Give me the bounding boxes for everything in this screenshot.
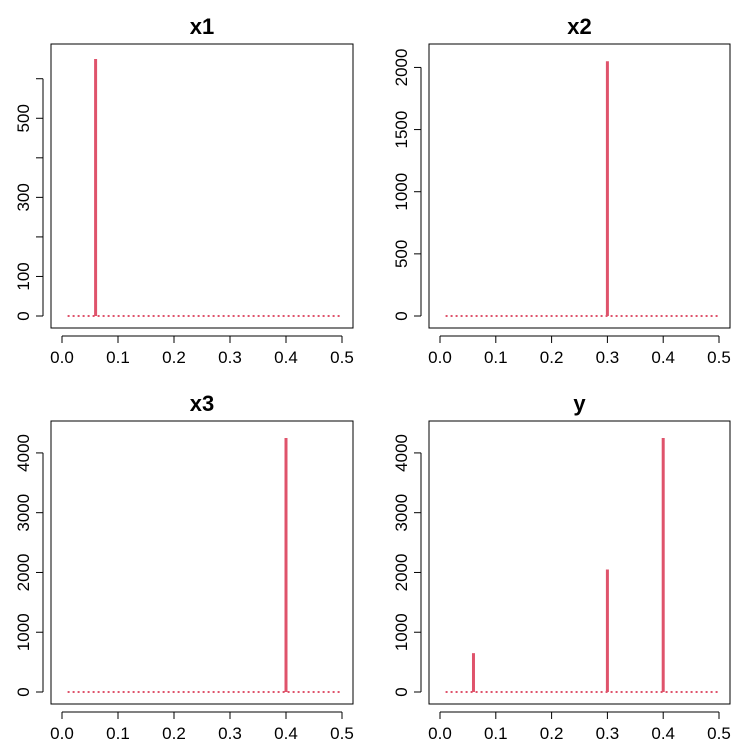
plot-frame xyxy=(50,420,354,705)
x-tick-label: 0.4 xyxy=(651,348,675,367)
y-tick-label: 1500 xyxy=(392,111,411,149)
y-tick-label: 1000 xyxy=(392,173,411,211)
chart-panel-x2: x2 0.0 0.1 0.2 0.3 0.4 0.5 0 500 1000 1500 2000 xyxy=(392,14,731,367)
plot-frame xyxy=(50,43,354,329)
x-tick-label: 0.2 xyxy=(540,724,564,743)
y-tick-label: 100 xyxy=(14,262,33,290)
y-tick-label: 2000 xyxy=(14,554,33,592)
y-tick-label: 3000 xyxy=(392,494,411,532)
x-tick-label: 0.3 xyxy=(218,348,242,367)
chart-panel-x3: x3 0.0 0.1 0.2 0.3 0.4 0.5 0 1000 2000 3000 4000 xyxy=(14,391,354,743)
x-tick-label: 0.4 xyxy=(274,348,298,367)
y-tick-label: 2000 xyxy=(392,49,411,87)
x-tick-label: 0.2 xyxy=(162,348,186,367)
y-tick-label: 2000 xyxy=(392,554,411,592)
chart-title: x1 xyxy=(190,14,214,39)
x-tick-label: 0.1 xyxy=(106,348,130,367)
y-tick-label: 1000 xyxy=(14,613,33,651)
y-tick-label: 500 xyxy=(14,104,33,132)
y-tick-label: 0 xyxy=(392,311,411,320)
x-tick-label: 0.2 xyxy=(162,724,186,743)
chart-title: y xyxy=(573,391,586,416)
plot-frame xyxy=(428,420,731,705)
x-tick-label: 0.2 xyxy=(540,348,564,367)
y-tick-label: 4000 xyxy=(14,434,33,472)
x-tick-label: 0.5 xyxy=(330,348,354,367)
chart-panel-x1: x1 0.0 0.1 0.2 0.3 0.4 0.5 0 100 300 500 xyxy=(14,14,354,367)
y-tick-label: 0 xyxy=(14,687,33,696)
y-tick-label: 0 xyxy=(14,311,33,320)
x-tick-label: 0.1 xyxy=(484,724,508,743)
y-tick-label: 1000 xyxy=(392,613,411,651)
x-tick-label: 0.0 xyxy=(50,724,74,743)
y-tick-label: 3000 xyxy=(14,494,33,532)
x-tick-label: 0.3 xyxy=(218,724,242,743)
x-tick-label: 0.0 xyxy=(50,348,74,367)
chart-panel-y: y 0.0 0.1 0.2 0.3 0.4 0.5 0 1000 2000 3000 4000 xyxy=(392,391,731,743)
x-tick-label: 0.1 xyxy=(484,348,508,367)
plot-frame xyxy=(428,43,731,329)
x-tick-label: 0.0 xyxy=(428,724,452,743)
y-tick-label: 300 xyxy=(14,183,33,211)
chart-title: x3 xyxy=(190,391,214,416)
x-tick-label: 0.5 xyxy=(707,348,731,367)
x-tick-label: 0.1 xyxy=(106,724,130,743)
x-tick-label: 0.0 xyxy=(428,348,452,367)
chart-title: x2 xyxy=(567,14,591,39)
x-tick-label: 0.5 xyxy=(330,724,354,743)
x-tick-label: 0.3 xyxy=(596,724,620,743)
x-tick-label: 0.4 xyxy=(274,724,298,743)
x-tick-label: 0.4 xyxy=(651,724,675,743)
y-tick-label: 0 xyxy=(392,687,411,696)
x-tick-label: 0.3 xyxy=(596,348,620,367)
y-tick-label: 4000 xyxy=(392,434,411,472)
y-tick-label: 500 xyxy=(392,240,411,268)
x-tick-label: 0.5 xyxy=(707,724,731,743)
